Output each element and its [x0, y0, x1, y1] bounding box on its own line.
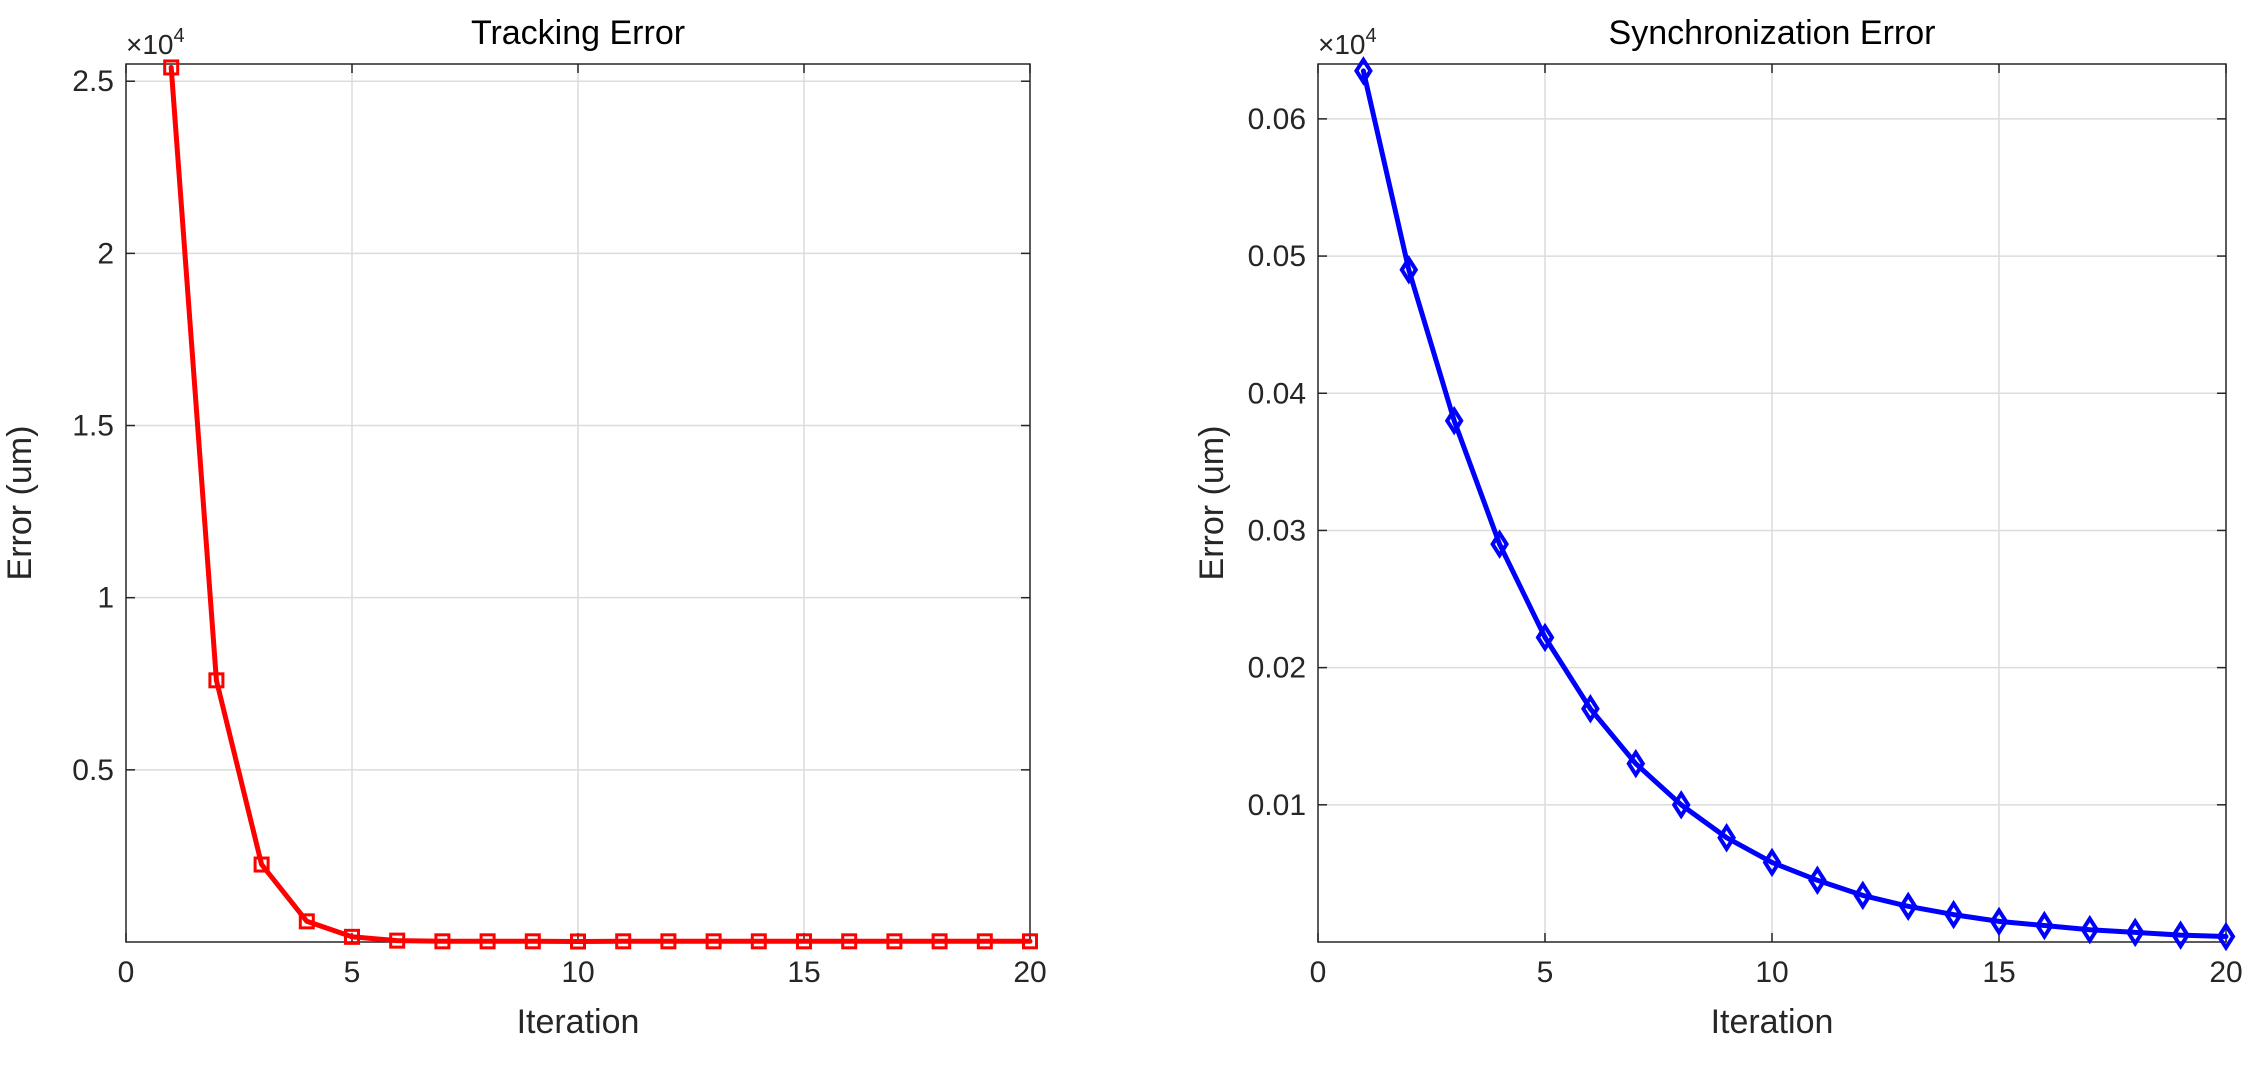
y-axis-label: Error (um) — [1193, 426, 1231, 581]
x-tick-label: 15 — [787, 956, 820, 989]
data-point-marker — [434, 933, 451, 950]
tracking-error-chart: 0 5 10 15 20 0.5 1 1.5 2 2.5 Tracking Error Iterati… — [1, 14, 1047, 1041]
data-point-marker — [2216, 921, 2236, 952]
data-point-marker — [796, 933, 812, 950]
axis-exponent-label: ×104 — [1318, 25, 1377, 60]
data-point-marker — [1354, 56, 1373, 86]
data-point-marker — [298, 913, 315, 930]
data-point-marker — [615, 933, 632, 950]
x-tick-label: 20 — [2209, 956, 2242, 989]
x-tick-label: 0 — [118, 956, 135, 989]
data-point-marker — [1535, 622, 1555, 653]
y-tick-label: 1.5 — [72, 410, 114, 443]
y-axis-label: Error (um) — [1, 426, 39, 581]
data-point-marker — [750, 933, 767, 950]
data-point-marker — [705, 933, 722, 950]
axis-exponent-power: 4 — [1366, 25, 1377, 47]
data-point-marker — [1944, 899, 1963, 930]
data-point-marker — [2171, 920, 2190, 950]
data-point-marker — [1399, 255, 1419, 285]
data-point-marker — [2080, 914, 2100, 945]
chart-title: Synchronization Error — [1609, 14, 1936, 52]
data-point-marker — [253, 856, 270, 873]
axis-exponent-power: 4 — [174, 25, 185, 47]
x-tick-label: 5 — [344, 956, 361, 989]
axis-exponent-base: ×10 — [126, 29, 174, 60]
chart-title: Tracking Error — [471, 14, 685, 52]
data-point-marker — [886, 933, 903, 950]
axis-exponent-label: ×104 — [126, 25, 185, 60]
series-line — [1360, 68, 2229, 939]
x-axis-label: Iteration — [517, 1003, 640, 1041]
data-point-marker — [1490, 529, 1509, 559]
y-tick-label: 0.06 — [1248, 103, 1306, 136]
x-tick-label: 10 — [1755, 956, 1788, 989]
axis-exponent-base: ×10 — [1318, 29, 1366, 60]
y-tick-label: 0.01 — [1248, 789, 1306, 822]
data-point-marker — [976, 933, 993, 950]
data-point-marker — [570, 933, 586, 950]
y-tick-label: 0.02 — [1248, 652, 1306, 685]
data-point-marker — [1022, 933, 1038, 950]
y-tick-label: 0.03 — [1248, 514, 1306, 547]
data-point-marker — [389, 932, 406, 949]
synchronization-error-chart: 0 5 10 15 20 0.01 0.02 0.03 0.04 0.05 0.06 Synchron… — [1193, 14, 2243, 1041]
data-point-marker — [2035, 910, 2054, 941]
data-point-marker — [931, 933, 948, 950]
x-tick-label: 20 — [1013, 956, 1046, 989]
x-tick-label: 5 — [1537, 956, 1554, 989]
data-point-marker — [1717, 823, 1736, 853]
data-point-marker — [1898, 891, 1918, 922]
data-point-marker — [841, 933, 858, 950]
x-tick-label: 15 — [1982, 956, 2015, 989]
data-point-marker — [1626, 748, 1646, 779]
y-tick-label: 2 — [97, 237, 114, 270]
data-point-marker — [1989, 906, 2009, 937]
data-point-marker — [660, 933, 677, 950]
series-line — [168, 64, 1033, 944]
data-point-marker — [1444, 405, 1464, 436]
y-tick-label: 2.5 — [72, 65, 114, 98]
data-point-marker — [1581, 694, 1600, 724]
x-tick-label: 10 — [561, 956, 594, 989]
data-point-marker — [2125, 917, 2145, 948]
x-axis-label: Iteration — [1711, 1003, 1834, 1041]
data-point-marker — [1853, 880, 1873, 911]
data-point-marker — [1762, 847, 1782, 878]
y-tick-label: 0.04 — [1248, 377, 1306, 410]
y-tick-label: 0.05 — [1248, 240, 1306, 273]
data-point-marker — [344, 928, 360, 945]
data-point-marker — [208, 672, 225, 689]
y-tick-label: 1 — [97, 582, 114, 615]
data-point-marker — [1808, 865, 1827, 895]
data-point-marker — [1671, 790, 1691, 820]
data-point-marker — [524, 933, 541, 950]
y-tick-label: 0.5 — [72, 754, 114, 787]
x-tick-label: 0 — [1310, 956, 1327, 989]
data-point-marker — [479, 933, 496, 950]
data-point-marker — [163, 59, 180, 76]
